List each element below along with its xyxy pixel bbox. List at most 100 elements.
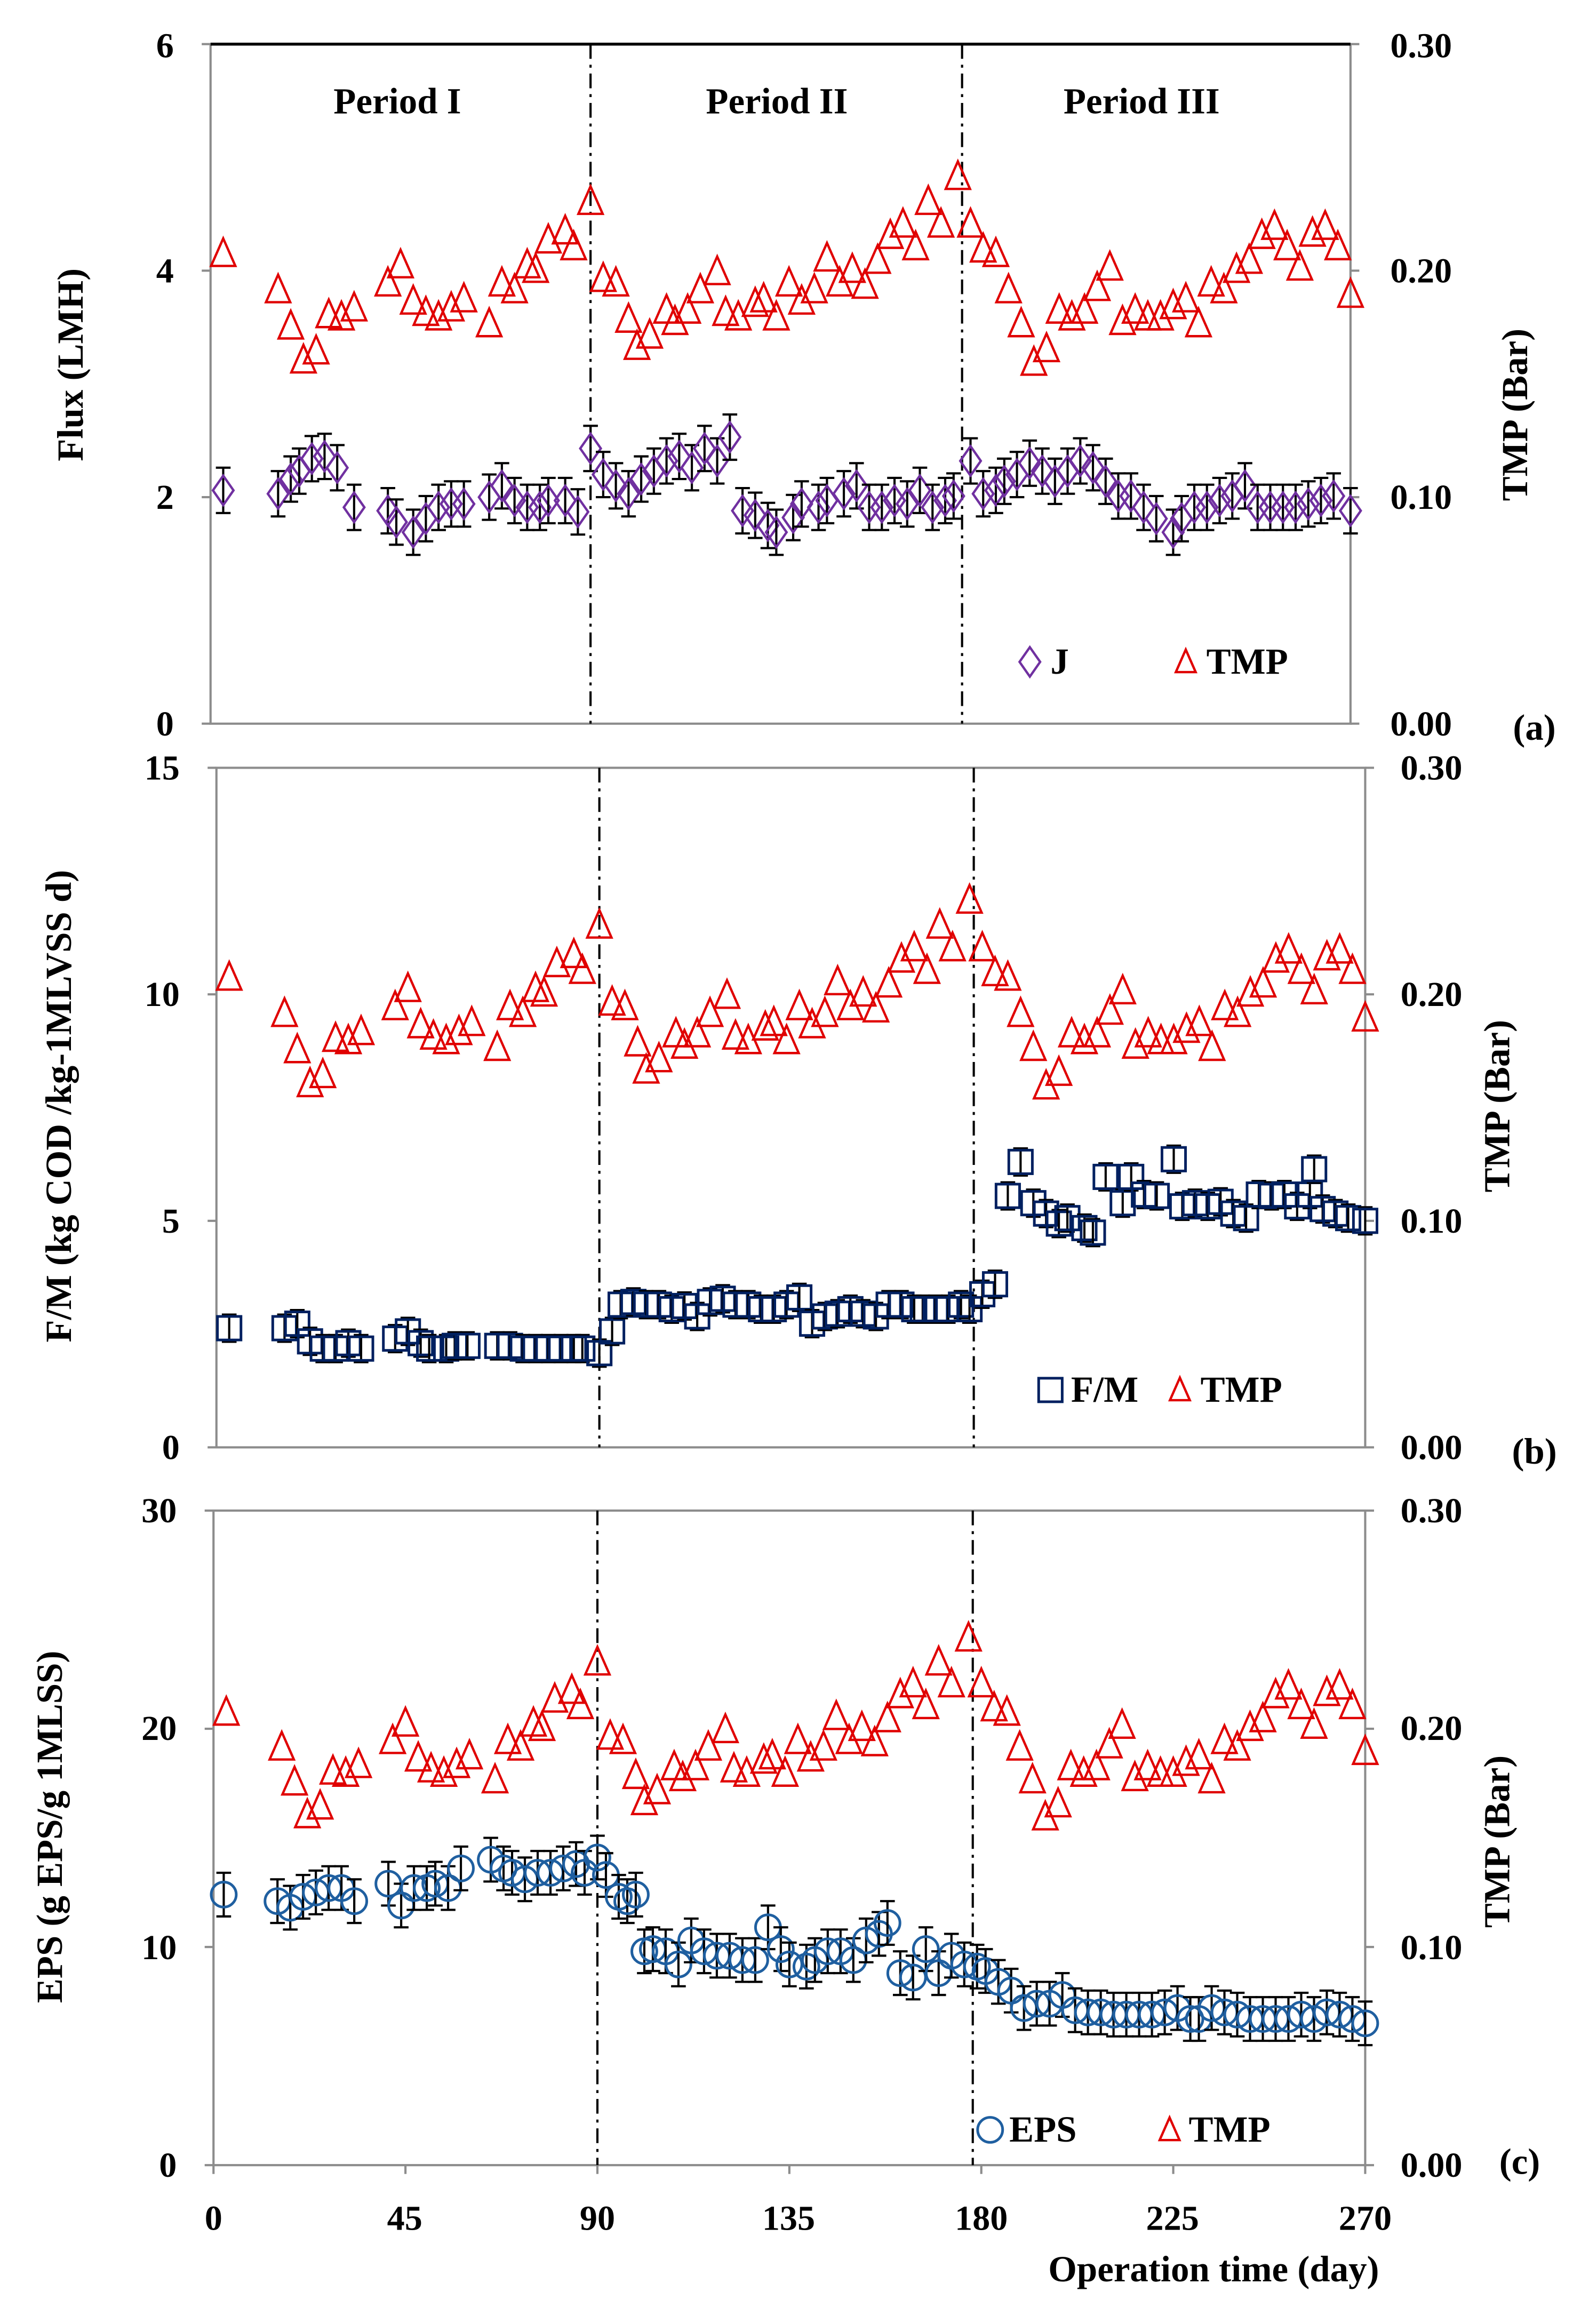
tmp-point — [720, 1751, 748, 1783]
y2-tick-label: 0.00 — [1401, 1428, 1463, 1467]
error-bar — [1306, 1154, 1322, 1184]
tmp-point — [824, 963, 852, 996]
tmp-point — [696, 995, 724, 1027]
tmp-point — [481, 1762, 509, 1794]
tmp-point — [281, 1764, 309, 1796]
data-point — [792, 1953, 820, 1980]
tmp-point — [914, 183, 943, 215]
panel-label-a: (a) — [1513, 707, 1555, 748]
error-bar — [1166, 1144, 1181, 1174]
error-bar — [991, 1959, 1006, 2005]
tmp-point — [674, 292, 702, 324]
tmp-point — [758, 1738, 786, 1770]
error-bar — [1358, 1206, 1373, 1236]
tmp-point — [1185, 1004, 1213, 1036]
data-point — [789, 487, 813, 521]
tmp-point — [913, 952, 941, 984]
data-point — [1195, 490, 1219, 524]
error-bar — [566, 1333, 581, 1363]
tmp-point — [1095, 1727, 1123, 1759]
x-tick-labels: 0 45 90 135 180 225 270 — [205, 2199, 1392, 2238]
data-point — [921, 490, 945, 524]
legend-label-eps: EPS — [1009, 2109, 1076, 2150]
data-point — [266, 477, 290, 511]
error-bar — [944, 1932, 959, 1979]
tmp-point — [560, 936, 588, 969]
tmp-point — [1108, 972, 1137, 1005]
error-bar — [637, 1928, 652, 1975]
y-tick-label: 20 — [141, 1709, 177, 1748]
data-point — [325, 451, 349, 485]
tmp-point — [1160, 1023, 1188, 1055]
data-point — [741, 1946, 769, 1974]
tmp-point — [1248, 217, 1276, 249]
error-bar — [1149, 1181, 1164, 1211]
chart-marks — [202, 42, 1379, 2174]
tmp-point — [1338, 952, 1367, 984]
tmp-point — [334, 1023, 363, 1055]
tmp-point — [1287, 1687, 1315, 1720]
tmp-point — [1159, 287, 1187, 320]
error-bar — [782, 1941, 797, 1987]
tmp-point — [681, 1748, 710, 1780]
y2-tick-label: 0.00 — [1390, 705, 1452, 744]
tmp-point — [429, 1755, 458, 1787]
y2-tick-label: 0.20 — [1401, 1709, 1463, 1748]
tmp-point — [901, 228, 930, 261]
data-point — [579, 432, 603, 466]
x-tick-label: 90 — [580, 2199, 615, 2238]
error-bar — [1077, 1213, 1092, 1243]
data-point — [1208, 484, 1232, 517]
y2-axis-title-c: TMP (Bar) — [1477, 1755, 1518, 1928]
tmp-point — [1121, 1027, 1149, 1059]
tmp-point — [956, 206, 985, 238]
tmp-point — [1326, 932, 1354, 964]
tmp-point — [530, 975, 558, 1007]
tmp-point — [686, 271, 715, 304]
tmp-point — [394, 970, 422, 1002]
tmp-point — [374, 265, 402, 297]
data-point — [599, 1318, 626, 1345]
data-point — [528, 490, 552, 524]
y-tick-label: 10 — [141, 1928, 177, 1967]
data-point — [971, 477, 995, 511]
data-point — [959, 444, 983, 478]
tmp-point — [209, 235, 237, 267]
tmp-point — [1019, 1029, 1048, 1061]
tmp-point — [1300, 1707, 1328, 1739]
tmp-point — [1260, 208, 1289, 240]
tmp-point — [1057, 1748, 1085, 1780]
x-tick-label: 270 — [1339, 2199, 1392, 2238]
tmp-point — [632, 1052, 660, 1084]
error-bar — [270, 1878, 285, 1924]
data-point — [981, 1271, 1009, 1298]
data-point — [427, 490, 451, 524]
tmp-point — [583, 1644, 612, 1676]
tmp-point — [927, 206, 955, 238]
tmp-point — [683, 1016, 712, 1048]
tmp-point — [611, 988, 639, 1020]
y2-tick-label: 0.10 — [1401, 1202, 1463, 1241]
tmp-point — [500, 271, 529, 304]
data-point — [584, 1843, 611, 1872]
tmp-point — [1261, 941, 1290, 973]
tmp-point — [800, 271, 828, 304]
tmp-point — [670, 1027, 699, 1059]
tmp-point — [798, 1007, 826, 1039]
data-point — [629, 462, 653, 496]
error-bar — [773, 1926, 788, 1972]
tmp-point — [1083, 1016, 1112, 1048]
data-point — [454, 1332, 481, 1359]
data-point — [1071, 1215, 1098, 1241]
tmp-point — [899, 1666, 927, 1698]
legend-label-j: J — [1050, 641, 1068, 682]
tmp-point — [540, 1681, 569, 1713]
error-bar — [1115, 1188, 1130, 1218]
data-point — [210, 1881, 238, 1908]
error-bar — [792, 1282, 807, 1312]
tmp-point — [437, 290, 466, 322]
tmp-point — [1338, 1687, 1367, 1720]
data-point — [408, 1330, 434, 1356]
tmp-point — [1198, 1029, 1226, 1061]
tmp-point — [1210, 1722, 1239, 1754]
